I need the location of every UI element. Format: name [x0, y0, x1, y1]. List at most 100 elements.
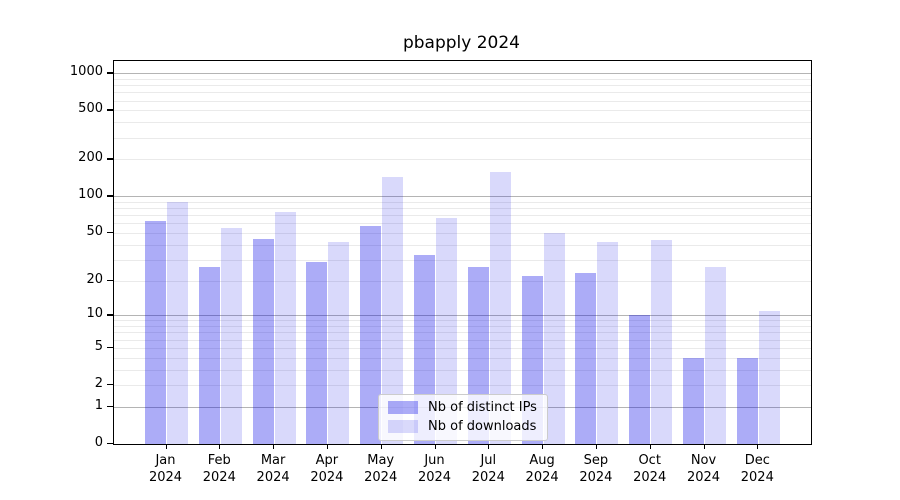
- x-tick-label: Aug 2024: [510, 452, 574, 486]
- y-tick-label: 5: [94, 338, 103, 354]
- x-tick-month: Jul: [480, 453, 497, 468]
- y-tick: [107, 314, 113, 316]
- gridline-minor: [114, 78, 811, 80]
- x-tick-year: 2024: [364, 470, 398, 485]
- bar-nb-of-downloads: [328, 242, 350, 444]
- x-tick-label: Jan 2024: [134, 452, 198, 486]
- gridline-minor: [114, 85, 811, 87]
- x-tick-month: Feb: [207, 453, 231, 468]
- x-tick-year: 2024: [471, 470, 505, 485]
- gridline-minor: [114, 233, 811, 235]
- legend-label-distinct-ips: Nb of distinct IPs: [428, 400, 537, 415]
- x-tick-month: Dec: [744, 453, 770, 468]
- x-tick-label: Sep 2024: [564, 452, 628, 486]
- x-tick-year: 2024: [310, 470, 344, 485]
- bar-nb-of-distinct-ips: [360, 226, 382, 444]
- y-tick-label: 20: [86, 271, 103, 287]
- x-tick-year: 2024: [148, 470, 183, 485]
- gridline-major: [114, 196, 811, 198]
- x-tick: [595, 444, 598, 449]
- legend-swatch-distinct-ips: [388, 401, 418, 414]
- gridline-minor: [114, 320, 811, 322]
- gridline-minor: [114, 347, 811, 349]
- x-tick-month: Sep: [583, 453, 609, 468]
- x-tick: [488, 444, 490, 449]
- bar-nb-of-downloads: [597, 242, 619, 444]
- bar-nb-of-downloads: [220, 228, 242, 444]
- y-tick: [107, 346, 113, 349]
- x-tick-label: Jul 2024: [456, 452, 520, 486]
- gridline-minor: [114, 326, 811, 328]
- x-tick-month: Jun: [424, 453, 445, 468]
- x-tick: [165, 444, 167, 449]
- gridline-minor: [114, 280, 811, 282]
- x-tick: [326, 444, 329, 449]
- legend-label-downloads: Nb of downloads: [428, 419, 537, 434]
- bar-nb-of-distinct-ips: [629, 315, 651, 444]
- y-tick: [107, 195, 113, 197]
- y-tick-label: 200: [78, 150, 103, 166]
- legend-entry-distinct-ips: Nb of distinct IPs: [388, 400, 537, 415]
- bar-nb-of-downloads: [705, 267, 726, 444]
- x-tick-month: Aug: [529, 453, 555, 468]
- gridline-minor: [114, 215, 811, 217]
- gridline-minor: [114, 385, 811, 387]
- bar-nb-of-distinct-ips: [198, 267, 220, 444]
- x-tick: [649, 444, 651, 449]
- gridline-minor: [114, 357, 811, 359]
- gridline-minor: [114, 92, 811, 94]
- bar-nb-of-downloads: [436, 218, 457, 444]
- gridline-minor: [114, 201, 811, 203]
- x-tick: [273, 444, 275, 449]
- x-tick: [542, 444, 544, 449]
- x-tick-year: 2024: [256, 470, 290, 485]
- x-tick-label: Feb 2024: [187, 452, 251, 486]
- x-tick-month: May: [367, 453, 395, 468]
- x-tick-label: Oct 2024: [618, 452, 682, 486]
- x-tick-year: 2024: [579, 470, 613, 485]
- bar-nb-of-downloads: [274, 212, 296, 444]
- gridline-minor: [114, 259, 811, 261]
- y-tick-label: 50: [86, 224, 103, 240]
- y-tick: [107, 72, 113, 74]
- gridline-major: [114, 315, 811, 317]
- x-tick-year: 2024: [740, 470, 774, 485]
- y-tick: [107, 279, 113, 281]
- x-tick-label: Dec 2024: [725, 452, 789, 486]
- gridline-minor: [114, 122, 811, 124]
- x-tick-label: Jun 2024: [403, 452, 467, 486]
- x-tick-year: 2024: [525, 470, 559, 485]
- gridline-minor: [114, 159, 811, 161]
- bar-nb-of-downloads: [758, 310, 780, 444]
- gridline-minor: [114, 223, 811, 225]
- gridline-minor: [114, 332, 811, 334]
- x-tick: [219, 444, 221, 449]
- bar-nb-of-downloads: [382, 177, 404, 444]
- x-tick: [434, 444, 436, 449]
- gridline-minor: [114, 110, 811, 112]
- x-tick-year: 2024: [202, 470, 236, 485]
- bar-nb-of-distinct-ips: [575, 273, 597, 444]
- legend: Nb of distinct IPs Nb of downloads: [378, 394, 548, 441]
- x-tick-month: Jan: [155, 453, 176, 468]
- x-tick-label: May 2024: [349, 452, 413, 486]
- gridline-minor: [114, 100, 811, 102]
- y-tick-label: 0: [94, 435, 103, 450]
- gridline-minor: [114, 208, 811, 210]
- gridline-minor: [114, 244, 811, 246]
- x-tick-label: Nov 2024: [672, 452, 736, 486]
- y-tick-label: 100: [78, 187, 103, 203]
- x-tick: [380, 444, 382, 449]
- gridline-major: [114, 73, 811, 75]
- bar-nb-of-distinct-ips: [252, 238, 274, 444]
- x-tick-month: Mar: [260, 453, 286, 468]
- y-tick: [107, 158, 113, 160]
- y-tick: [107, 232, 113, 234]
- bar-nb-of-distinct-ips: [145, 220, 166, 444]
- bar-nb-of-distinct-ips: [306, 261, 328, 444]
- y-tick: [107, 384, 113, 386]
- x-tick-label: Apr 2024: [295, 452, 359, 486]
- y-tick-label: 500: [78, 101, 103, 117]
- x-tick-month: Apr: [315, 453, 339, 468]
